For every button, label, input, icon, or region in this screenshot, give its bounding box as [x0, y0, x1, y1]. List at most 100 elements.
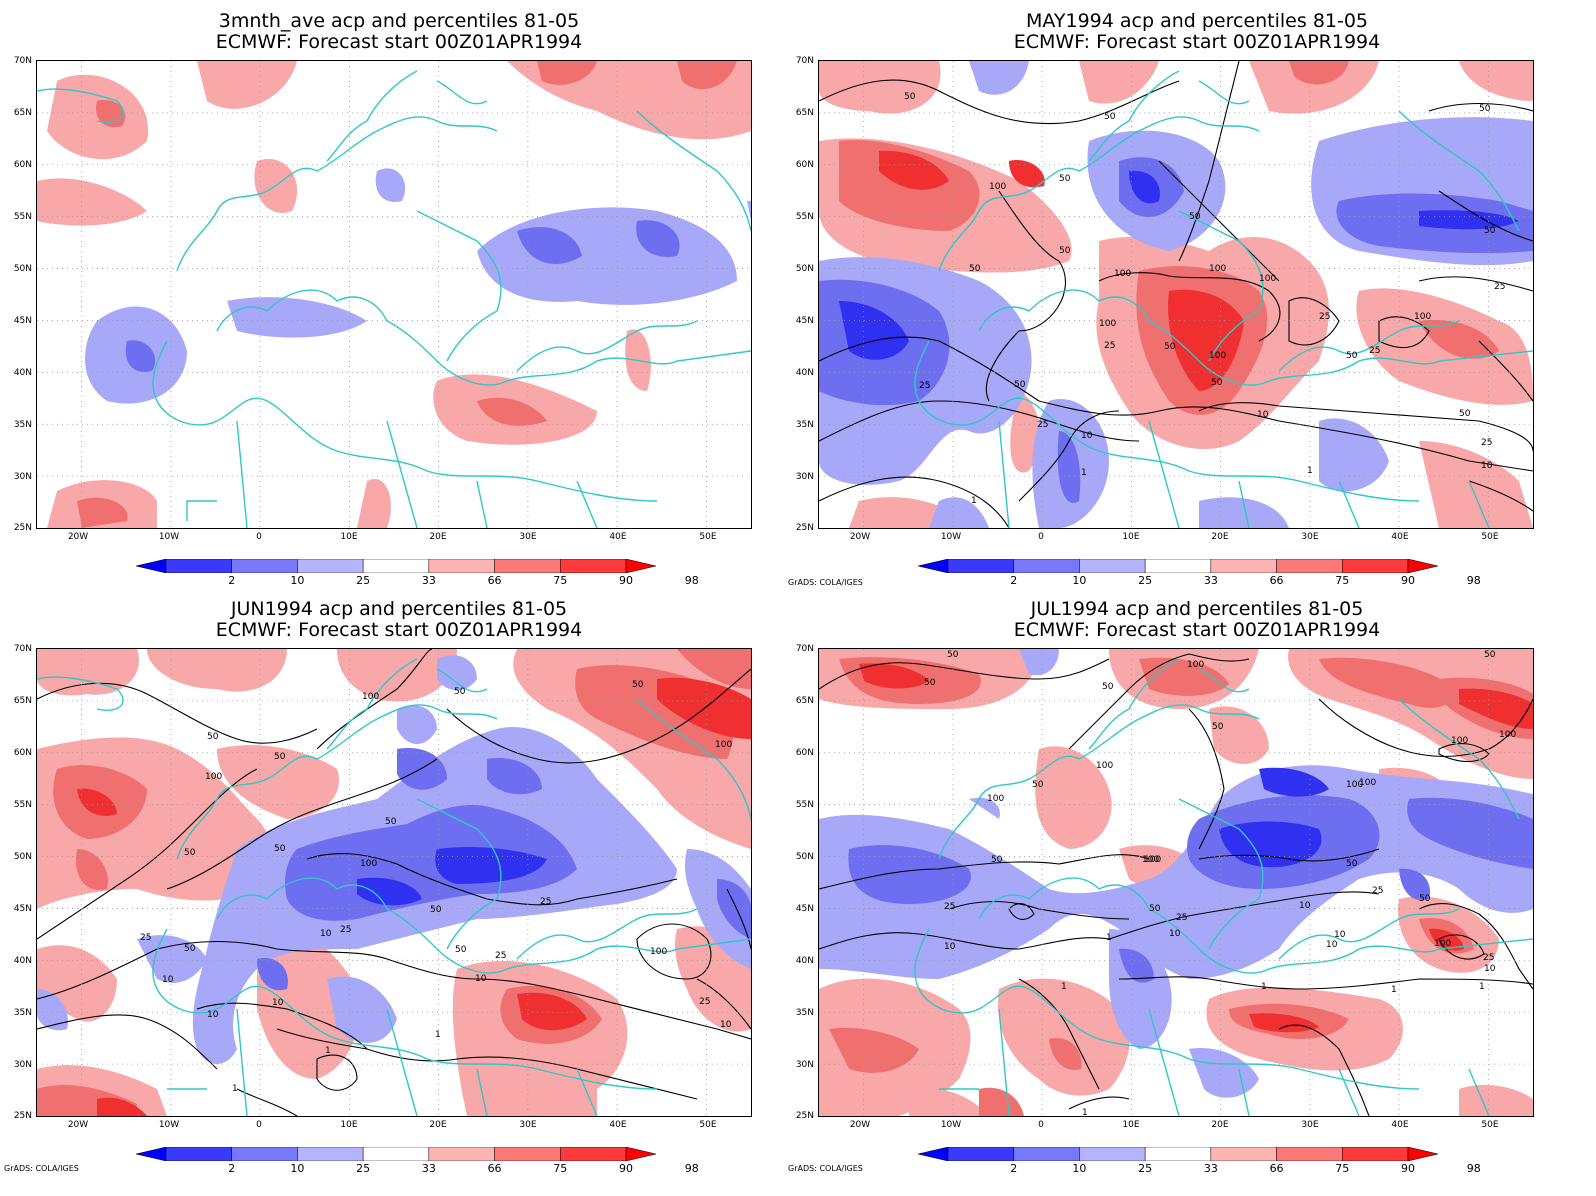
contour-label: 50: [1059, 246, 1071, 256]
contour-label: 10: [475, 974, 487, 984]
map-panel-jun: JUN1994 acp and percentiles 81-05 ECMWF:…: [0, 588, 798, 1186]
contour-label: 50: [1032, 780, 1044, 790]
colorbar-svg: [135, 558, 657, 574]
dry-region: [819, 61, 1533, 528]
lat-label: 35N: [795, 1008, 814, 1018]
lon-label: 50E: [1481, 532, 1499, 542]
map-svg: 50 100 50 50 100 50 50 50 100 50 50 25 2…: [37, 649, 751, 1116]
contour-label: 50: [1419, 894, 1431, 904]
contour-label: 100: [1209, 264, 1226, 274]
lat-label: 25N: [13, 1111, 32, 1121]
contour-label: 100: [1414, 312, 1431, 322]
lat-label: 50N: [795, 264, 814, 274]
lat-label: 30N: [13, 1060, 32, 1070]
contour-label: 25: [540, 897, 551, 907]
wet-region-core: [839, 61, 1499, 415]
lat-label: 45N: [795, 316, 814, 326]
colorbar-svg: [135, 1146, 657, 1162]
contour-label: 50: [455, 945, 467, 955]
contour-label: 100: [1099, 319, 1116, 329]
dry-region-core: [125, 220, 680, 372]
lat-label: 70N: [13, 56, 32, 66]
lon-label: 20W: [67, 532, 89, 542]
contour-label: 50: [1459, 409, 1471, 419]
contour-label: 1: [1479, 982, 1485, 992]
colorbar-label: 66: [487, 1162, 502, 1175]
contour-label: 50: [924, 678, 936, 688]
colorbar-swatch: [362, 1146, 430, 1162]
lat-label: 25N: [13, 523, 32, 533]
lon-label: 50E: [699, 532, 717, 542]
contour-label: 50: [1149, 904, 1161, 914]
contour-label: 25: [1369, 346, 1380, 356]
colorbar-label: 33: [1203, 574, 1218, 587]
coastlines: [914, 658, 1533, 1116]
contour-label: 50: [1211, 378, 1223, 388]
map-panel-jul: JUL1994 acp and percentiles 81-05 ECMWF:…: [788, 588, 1596, 1186]
contour-label: 50: [184, 944, 196, 954]
lat-label: 25N: [795, 523, 814, 533]
colorbar-label: 66: [487, 574, 502, 587]
lon-label: 0: [256, 532, 262, 542]
colorbar-swatch: [947, 558, 1014, 574]
lat-label: 40N: [13, 368, 32, 378]
contour-label: 1: [1106, 933, 1112, 943]
contour-label: 1: [325, 1046, 331, 1056]
lon-label: 30E: [519, 532, 537, 542]
contour-label: 25: [1481, 438, 1492, 448]
colorbar-swatch: [165, 1146, 232, 1162]
contour-label: 1: [971, 496, 977, 506]
contour-label: 50: [947, 650, 959, 660]
wet-region-dark: [879, 150, 1244, 391]
contour-label: 50: [1212, 722, 1224, 732]
contour-label: 25: [140, 933, 151, 943]
colorbar-swatch: [1144, 558, 1212, 574]
colorbar-swatch: [297, 1146, 364, 1162]
dry-region: [85, 168, 751, 404]
contour-label: 50: [1189, 212, 1201, 222]
contour-label: 100: [1114, 269, 1131, 279]
colorbar-swatch: [1210, 1146, 1277, 1162]
coastlines: [37, 70, 751, 528]
contour-label: 100: [362, 692, 379, 702]
contour-label: 25: [1372, 886, 1383, 896]
lon-label: 10E: [1122, 1120, 1140, 1130]
lat-label: 35N: [13, 420, 32, 430]
lon-label: 40E: [1391, 532, 1409, 542]
colorbar-label: 98: [684, 1162, 699, 1175]
colorbar-label: 33: [1203, 1162, 1218, 1175]
colorbar-swatch: [1276, 558, 1343, 574]
colorbar-swatch: [1407, 1146, 1439, 1162]
lon-label: 50E: [1481, 1120, 1499, 1130]
contour-label: 1: [435, 1030, 441, 1040]
contour-label: 50: [207, 732, 219, 742]
colorbar-label: 33: [421, 574, 436, 587]
contour-label: 25: [699, 997, 710, 1007]
lat-label: 65N: [13, 108, 32, 118]
colorbar: 2 10 25 33 66 75 90 98: [917, 558, 1481, 587]
lat-label: 30N: [795, 1060, 814, 1070]
colorbar-swatch: [625, 558, 657, 574]
colorbar-label: 25: [1138, 1162, 1153, 1175]
colorbar-label: 66: [1269, 574, 1284, 587]
contour-label: 50: [1479, 104, 1491, 114]
contour-label: 50: [1102, 682, 1114, 692]
lat-label: 60N: [795, 160, 814, 170]
dry-region-dark: [357, 847, 547, 906]
wet-region-core: [37, 649, 751, 1116]
contours: [37, 649, 751, 1116]
contour-label: 10: [162, 975, 174, 985]
lon-label: 30E: [1301, 1120, 1319, 1130]
contour-label: 10: [1481, 461, 1493, 471]
coastlines: [914, 70, 1533, 528]
colorbar-label: 98: [1466, 574, 1481, 587]
contour-label: 50: [1104, 112, 1116, 122]
colorbar-swatch: [1407, 558, 1439, 574]
precip-fill: [37, 61, 751, 528]
contour-label: 100: [1144, 855, 1161, 865]
contour-label: 1: [1061, 982, 1067, 992]
lon-label: 20E: [1211, 1120, 1229, 1130]
contour-label: 10: [944, 942, 956, 952]
contour-label: 50: [1484, 650, 1496, 660]
lat-label: 50N: [795, 852, 814, 862]
